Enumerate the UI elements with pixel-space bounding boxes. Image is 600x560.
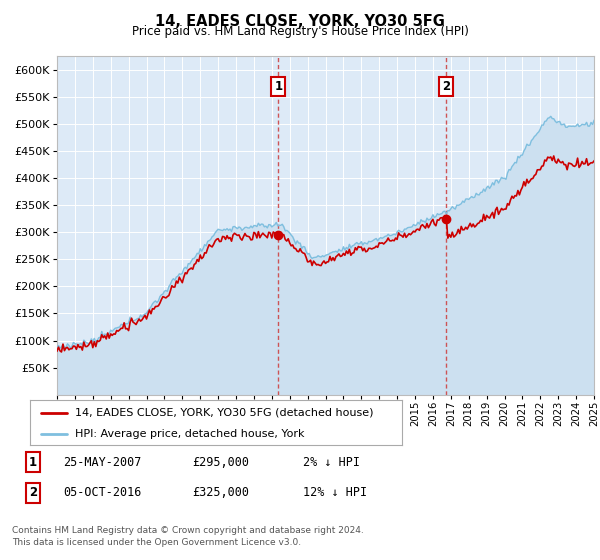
Text: 14, EADES CLOSE, YORK, YO30 5FG (detached house): 14, EADES CLOSE, YORK, YO30 5FG (detache… <box>74 408 373 418</box>
Text: 12% ↓ HPI: 12% ↓ HPI <box>303 486 367 500</box>
Text: 2% ↓ HPI: 2% ↓ HPI <box>303 455 360 469</box>
Text: Contains HM Land Registry data © Crown copyright and database right 2024.
This d: Contains HM Land Registry data © Crown c… <box>12 526 364 547</box>
Text: HPI: Average price, detached house, York: HPI: Average price, detached house, York <box>74 428 304 438</box>
Text: 05-OCT-2016: 05-OCT-2016 <box>63 486 142 500</box>
Text: £325,000: £325,000 <box>192 486 249 500</box>
Text: Price paid vs. HM Land Registry's House Price Index (HPI): Price paid vs. HM Land Registry's House … <box>131 25 469 38</box>
Text: 2: 2 <box>442 80 451 93</box>
Text: 2: 2 <box>29 486 37 500</box>
Text: 1: 1 <box>29 455 37 469</box>
Text: £295,000: £295,000 <box>192 455 249 469</box>
Text: 1: 1 <box>274 80 283 93</box>
Text: 25-MAY-2007: 25-MAY-2007 <box>63 455 142 469</box>
Text: 14, EADES CLOSE, YORK, YO30 5FG: 14, EADES CLOSE, YORK, YO30 5FG <box>155 14 445 29</box>
